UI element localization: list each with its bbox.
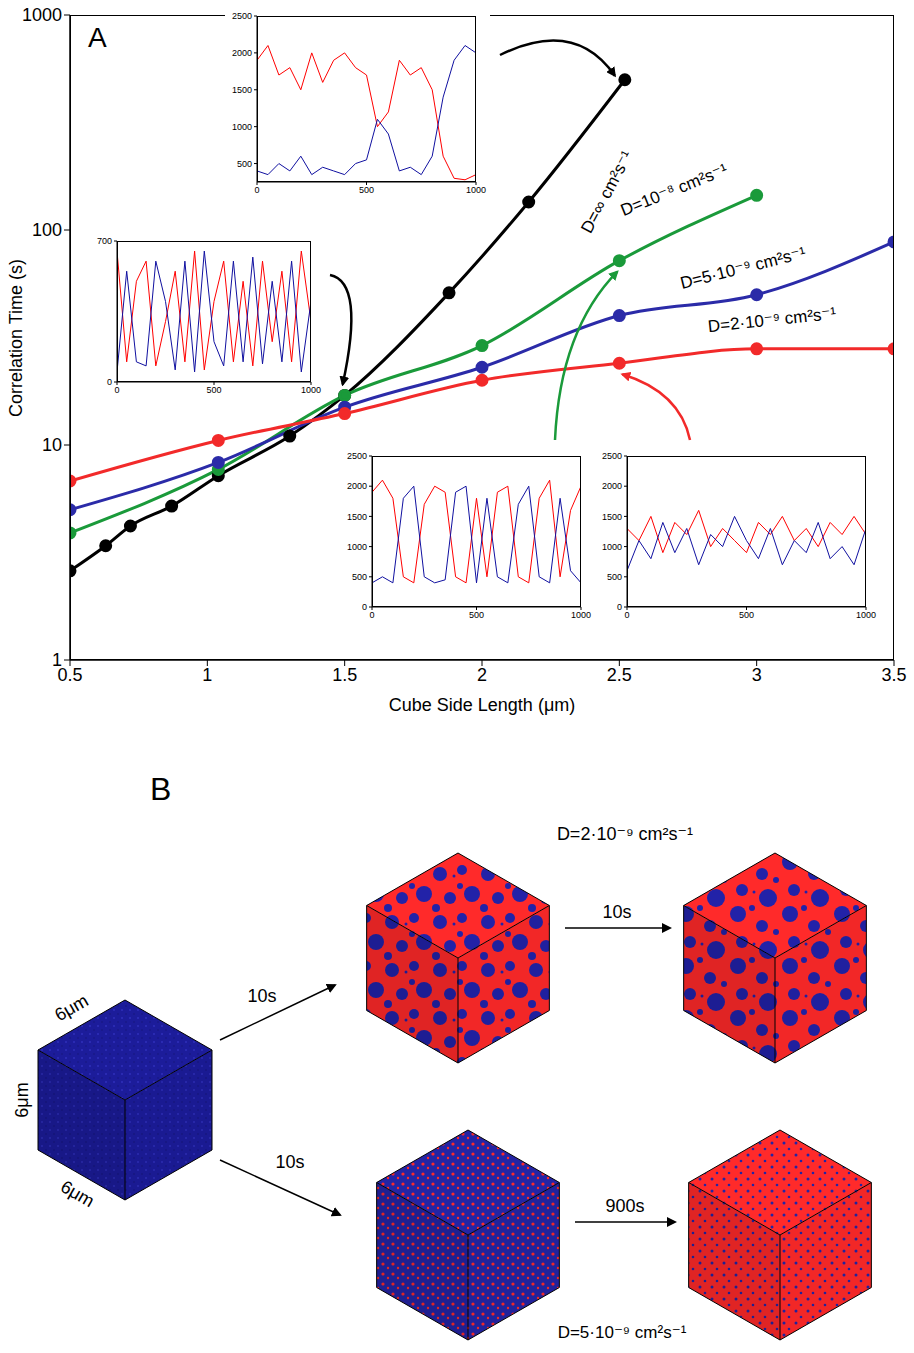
svg-text:10s: 10s [275,1152,304,1172]
svg-text:B: B [150,771,171,807]
svg-text:0: 0 [624,610,629,620]
svg-text:0: 0 [254,185,259,195]
svg-text:6μm: 6μm [12,1082,32,1117]
svg-text:2500: 2500 [602,451,622,461]
svg-text:1000: 1000 [856,610,876,620]
svg-text:500: 500 [206,385,221,395]
svg-text:1.5: 1.5 [332,665,357,685]
svg-text:500: 500 [237,159,252,169]
svg-text:6μm: 6μm [57,1176,98,1211]
svg-text:500: 500 [607,572,622,582]
svg-text:500: 500 [739,610,754,620]
svg-text:3: 3 [752,665,762,685]
svg-text:2.5: 2.5 [607,665,632,685]
svg-text:100: 100 [32,220,62,240]
svg-text:900s: 900s [605,1196,644,1216]
svg-text:2500: 2500 [232,11,252,21]
html-text:D=2·10⁻⁹ cm²s⁻¹: D=2·10⁻⁹ cm²s⁻¹ [707,303,837,337]
svg-text:2000: 2000 [347,481,367,491]
svg-text:0: 0 [369,610,374,620]
svg-text:1500: 1500 [232,85,252,95]
svg-text:500: 500 [359,185,374,195]
svg-text:6μm: 6μm [51,990,92,1025]
svg-text:1000: 1000 [466,185,486,195]
svg-text:3.5: 3.5 [881,665,906,685]
svg-text:700: 700 [97,236,112,246]
html-text:D=10⁻⁸ cm²s⁻¹: D=10⁻⁸ cm²s⁻¹ [617,159,731,221]
svg-text:0: 0 [114,385,119,395]
html-text:D=5·10⁻⁹ cm²s⁻¹: D=5·10⁻⁹ cm²s⁻¹ [678,243,808,293]
svg-text:1000: 1000 [232,122,252,132]
svg-text:2: 2 [477,665,487,685]
svg-text:1: 1 [52,650,62,670]
svg-text:2000: 2000 [232,48,252,58]
svg-text:0: 0 [107,377,112,387]
svg-text:2500: 2500 [347,451,367,461]
svg-text:1000: 1000 [347,542,367,552]
svg-text:1000: 1000 [571,610,591,620]
svg-text:1000: 1000 [602,542,622,552]
svg-text:D=5·10⁻⁹ cm²s⁻¹: D=5·10⁻⁹ cm²s⁻¹ [558,1323,687,1342]
html-text:Cube Side Length (μm): Cube Side Length (μm) [388,694,576,715]
html-text:Correlation Time (s): Correlation Time (s) [5,258,26,417]
svg-text:500: 500 [352,572,367,582]
svg-text:1: 1 [202,665,212,685]
html-text:D=∞ cm²s⁻¹: D=∞ cm²s⁻¹ [577,147,637,237]
svg-text:1500: 1500 [347,512,367,522]
svg-text:1000: 1000 [301,385,321,395]
svg-text:1000: 1000 [22,5,62,25]
svg-text:10: 10 [42,435,62,455]
svg-text:500: 500 [469,610,484,620]
svg-text:0.5: 0.5 [57,664,83,685]
svg-text:10s: 10s [247,986,276,1006]
svg-text:10s: 10s [602,902,631,922]
svg-text:0: 0 [362,602,367,612]
html-text:A: A [88,22,107,53]
svg-text:0: 0 [617,602,622,612]
svg-text:2000: 2000 [602,481,622,491]
svg-text:D=2·10⁻⁹ cm²s⁻¹: D=2·10⁻⁹ cm²s⁻¹ [557,824,693,844]
svg-text:1500: 1500 [602,512,622,522]
